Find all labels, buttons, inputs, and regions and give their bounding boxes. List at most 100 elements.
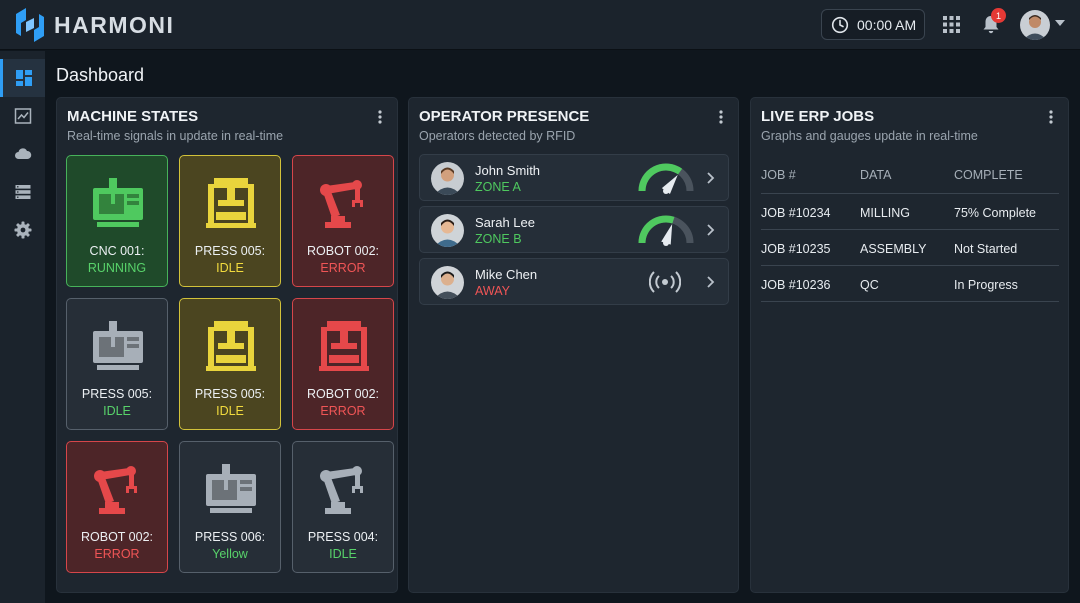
machine-name: PRESS 005: bbox=[81, 387, 153, 401]
page-title: Dashboard bbox=[56, 65, 145, 85]
press-machine-icon bbox=[206, 178, 256, 228]
machine-tile[interactable]: ROBOT 002: ERROR bbox=[66, 441, 168, 573]
machine-name: CNC 001: bbox=[89, 244, 145, 258]
table-header-row: JOB # DATA COMPLETE bbox=[761, 156, 1059, 194]
cloud-icon bbox=[14, 148, 31, 159]
operator-zone: AWAY bbox=[475, 284, 510, 298]
machine-state: Yellow bbox=[212, 547, 248, 561]
nav-item-analytics[interactable] bbox=[0, 97, 45, 135]
clock-icon bbox=[831, 16, 849, 33]
operator-row[interactable]: Mike Chen AWAY bbox=[419, 258, 729, 305]
machine-tile[interactable]: PRESS 006: Yellow bbox=[179, 441, 281, 573]
column-header[interactable]: JOB # bbox=[761, 168, 796, 182]
job-data-cell: QC bbox=[860, 278, 879, 292]
nav-item-servers[interactable] bbox=[0, 173, 45, 211]
chevron-down-icon[interactable] bbox=[1055, 20, 1065, 26]
machine-state: ERROR bbox=[320, 404, 366, 418]
apps-grid-icon[interactable] bbox=[943, 16, 960, 33]
harmoni-logo-icon bbox=[16, 8, 44, 42]
side-nav bbox=[0, 51, 45, 603]
machine-name: PRESS 005: bbox=[194, 244, 266, 258]
job-number-cell: JOB #10234 bbox=[761, 206, 831, 220]
job-complete-cell: In Progress bbox=[954, 278, 1018, 292]
machine-name: PRESS 005: bbox=[194, 387, 266, 401]
clock-time: 00:00 AM bbox=[857, 16, 917, 33]
machine-state: ERROR bbox=[94, 547, 140, 561]
job-data-cell: ASSEMBLY bbox=[860, 242, 927, 256]
user-avatar[interactable] bbox=[1020, 10, 1050, 40]
chart-icon bbox=[14, 108, 31, 124]
machine-tile[interactable]: CNC 001: RUNNING bbox=[66, 155, 168, 287]
robot-arm-icon bbox=[320, 466, 363, 514]
operator-avatar bbox=[431, 214, 464, 247]
machine-name: ROBOT 002: bbox=[306, 387, 380, 401]
machine-tile[interactable]: PRESS 005: IDLE bbox=[179, 155, 281, 287]
more-vertical-icon[interactable] bbox=[378, 110, 382, 124]
column-header[interactable]: DATA bbox=[860, 168, 892, 182]
rfid-signal-icon bbox=[649, 271, 681, 293]
more-vertical-icon[interactable] bbox=[1049, 110, 1053, 124]
cnc-machine-icon bbox=[93, 321, 143, 370]
gear-icon bbox=[14, 221, 31, 239]
machine-tile[interactable]: ROBOT 002: ERROR bbox=[292, 298, 394, 430]
operator-name: Sarah Lee bbox=[475, 215, 535, 230]
top-bar: HARMONI 00:00 AM 1 bbox=[0, 0, 1080, 50]
job-complete-cell: 75% Complete bbox=[954, 206, 1036, 220]
table-row[interactable]: JOB #10236 QC In Progress bbox=[761, 266, 1059, 302]
cnc-machine-icon bbox=[93, 178, 143, 227]
machine-tile[interactable]: PRESS 005: IDLE bbox=[179, 298, 281, 430]
logo[interactable]: HARMONI bbox=[12, 6, 174, 44]
operator-name: John Smith bbox=[475, 163, 541, 178]
panel-subtitle: Real-time signals in update in real-time bbox=[67, 129, 284, 143]
panel-subtitle: Graphs and gauges update in real-time bbox=[761, 129, 978, 143]
machine-name: PRESS 006: bbox=[194, 530, 266, 544]
press-machine-icon bbox=[319, 321, 369, 371]
live-erp-jobs-panel: LIVE ERP JOBS Graphs and gauges update i… bbox=[750, 97, 1069, 593]
robot-arm-icon bbox=[94, 466, 137, 514]
nav-item-dashboard[interactable] bbox=[0, 59, 45, 97]
machine-state: IDLE bbox=[329, 547, 357, 561]
panel-title: MACHINE STATES bbox=[67, 108, 199, 125]
presence-gauge bbox=[638, 163, 694, 195]
machine-tile[interactable]: ROBOT 002: ERROR bbox=[292, 155, 394, 287]
presence-gauge bbox=[638, 215, 694, 246]
server-icon bbox=[15, 185, 30, 199]
cnc-machine-icon bbox=[206, 464, 256, 513]
operator-avatar bbox=[431, 266, 464, 299]
table-row[interactable]: JOB #10234 MILLING 75% Complete bbox=[761, 194, 1059, 230]
press-machine-icon bbox=[206, 321, 256, 371]
machine-state: ERROR bbox=[320, 261, 366, 275]
column-header[interactable]: COMPLETE bbox=[954, 168, 1023, 182]
nav-item-cloud[interactable] bbox=[0, 135, 45, 173]
operator-row[interactable]: John Smith ZONE A bbox=[419, 154, 729, 201]
clock-widget[interactable]: 00:00 AM bbox=[821, 9, 925, 40]
jobs-table: JOB # DATA COMPLETE JOB #10234 MILLING 7… bbox=[761, 156, 1059, 302]
machine-tile[interactable]: PRESS 004: IDLE bbox=[292, 441, 394, 573]
operator-name: Mike Chen bbox=[475, 267, 538, 282]
job-number-cell: JOB #10235 bbox=[761, 242, 831, 256]
job-number-cell: JOB #10236 bbox=[761, 278, 831, 292]
machine-state: IDLE bbox=[216, 404, 244, 418]
machine-name: ROBOT 002: bbox=[306, 244, 380, 258]
table-row[interactable]: JOB #10235 ASSEMBLY Not Started bbox=[761, 230, 1059, 266]
machine-state: IDLE bbox=[216, 261, 244, 275]
panel-title: LIVE ERP JOBS bbox=[761, 108, 875, 125]
chevron-right-icon[interactable] bbox=[706, 171, 715, 185]
machine-tile[interactable]: PRESS 005: IDLE bbox=[66, 298, 168, 430]
notification-badge: 1 bbox=[991, 8, 1006, 23]
operator-zone: ZONE A bbox=[475, 180, 521, 194]
panel-subtitle: Operators detected by RFID bbox=[419, 129, 576, 143]
operator-row[interactable]: Sarah Lee ZONE B bbox=[419, 206, 729, 253]
job-data-cell: MILLING bbox=[860, 206, 911, 220]
panel-title: OPERATOR PRESENCE bbox=[419, 108, 590, 125]
job-complete-cell: Not Started bbox=[954, 242, 1018, 256]
chevron-right-icon[interactable] bbox=[706, 223, 715, 237]
more-vertical-icon[interactable] bbox=[719, 110, 723, 124]
robot-arm-icon bbox=[320, 180, 363, 228]
nav-item-settings[interactable] bbox=[0, 211, 45, 249]
machine-name: PRESS 004: bbox=[307, 530, 379, 544]
app-name: HARMONI bbox=[54, 11, 175, 38]
chevron-right-icon[interactable] bbox=[706, 275, 715, 289]
machine-name: ROBOT 002: bbox=[80, 530, 154, 544]
machine-state: IDLE bbox=[103, 404, 131, 418]
